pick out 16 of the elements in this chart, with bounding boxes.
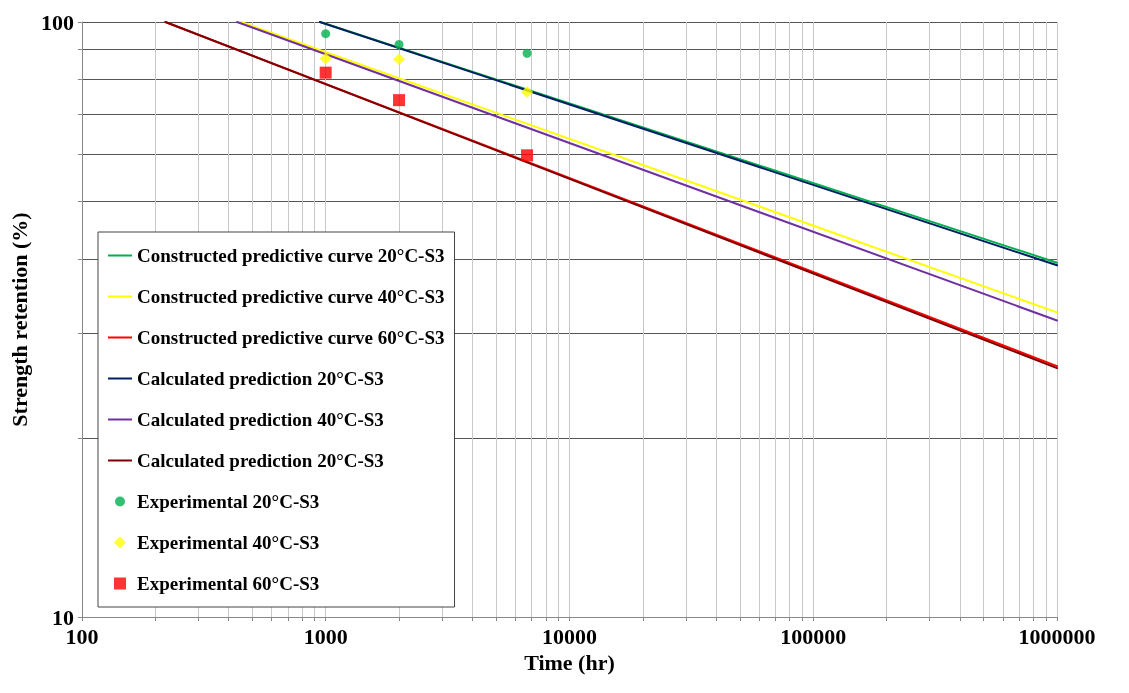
x-tick-label: 1000000 (1018, 623, 1096, 649)
legend-label: Experimental 20°C-S3 (137, 491, 320, 512)
legend-label: Experimental 60°C-S3 (137, 573, 320, 594)
legend-label: Calculated prediction 20°C-S3 (137, 450, 384, 471)
x-tick-label: 10000 (541, 623, 597, 649)
legend-label: Experimental 40°C-S3 (137, 532, 320, 553)
y-axis-title: Strength retention (%) (6, 212, 32, 427)
x-tick-label: 100000 (780, 623, 847, 649)
y-tick-label: 10 (51, 604, 74, 630)
legend-label: Calculated prediction 40°C-S3 (137, 409, 384, 430)
x-tick-label: 1000 (303, 623, 348, 649)
legend-label: Calculated prediction 20°C-S3 (137, 368, 384, 389)
x-axis-title: Time (hr) (524, 650, 615, 676)
legend-label: Constructed predictive curve 40°C-S3 (137, 286, 445, 307)
legend-label: Constructed predictive curve 20°C-S3 (137, 245, 445, 266)
legend-label: Constructed predictive curve 60°C-S3 (137, 327, 445, 348)
